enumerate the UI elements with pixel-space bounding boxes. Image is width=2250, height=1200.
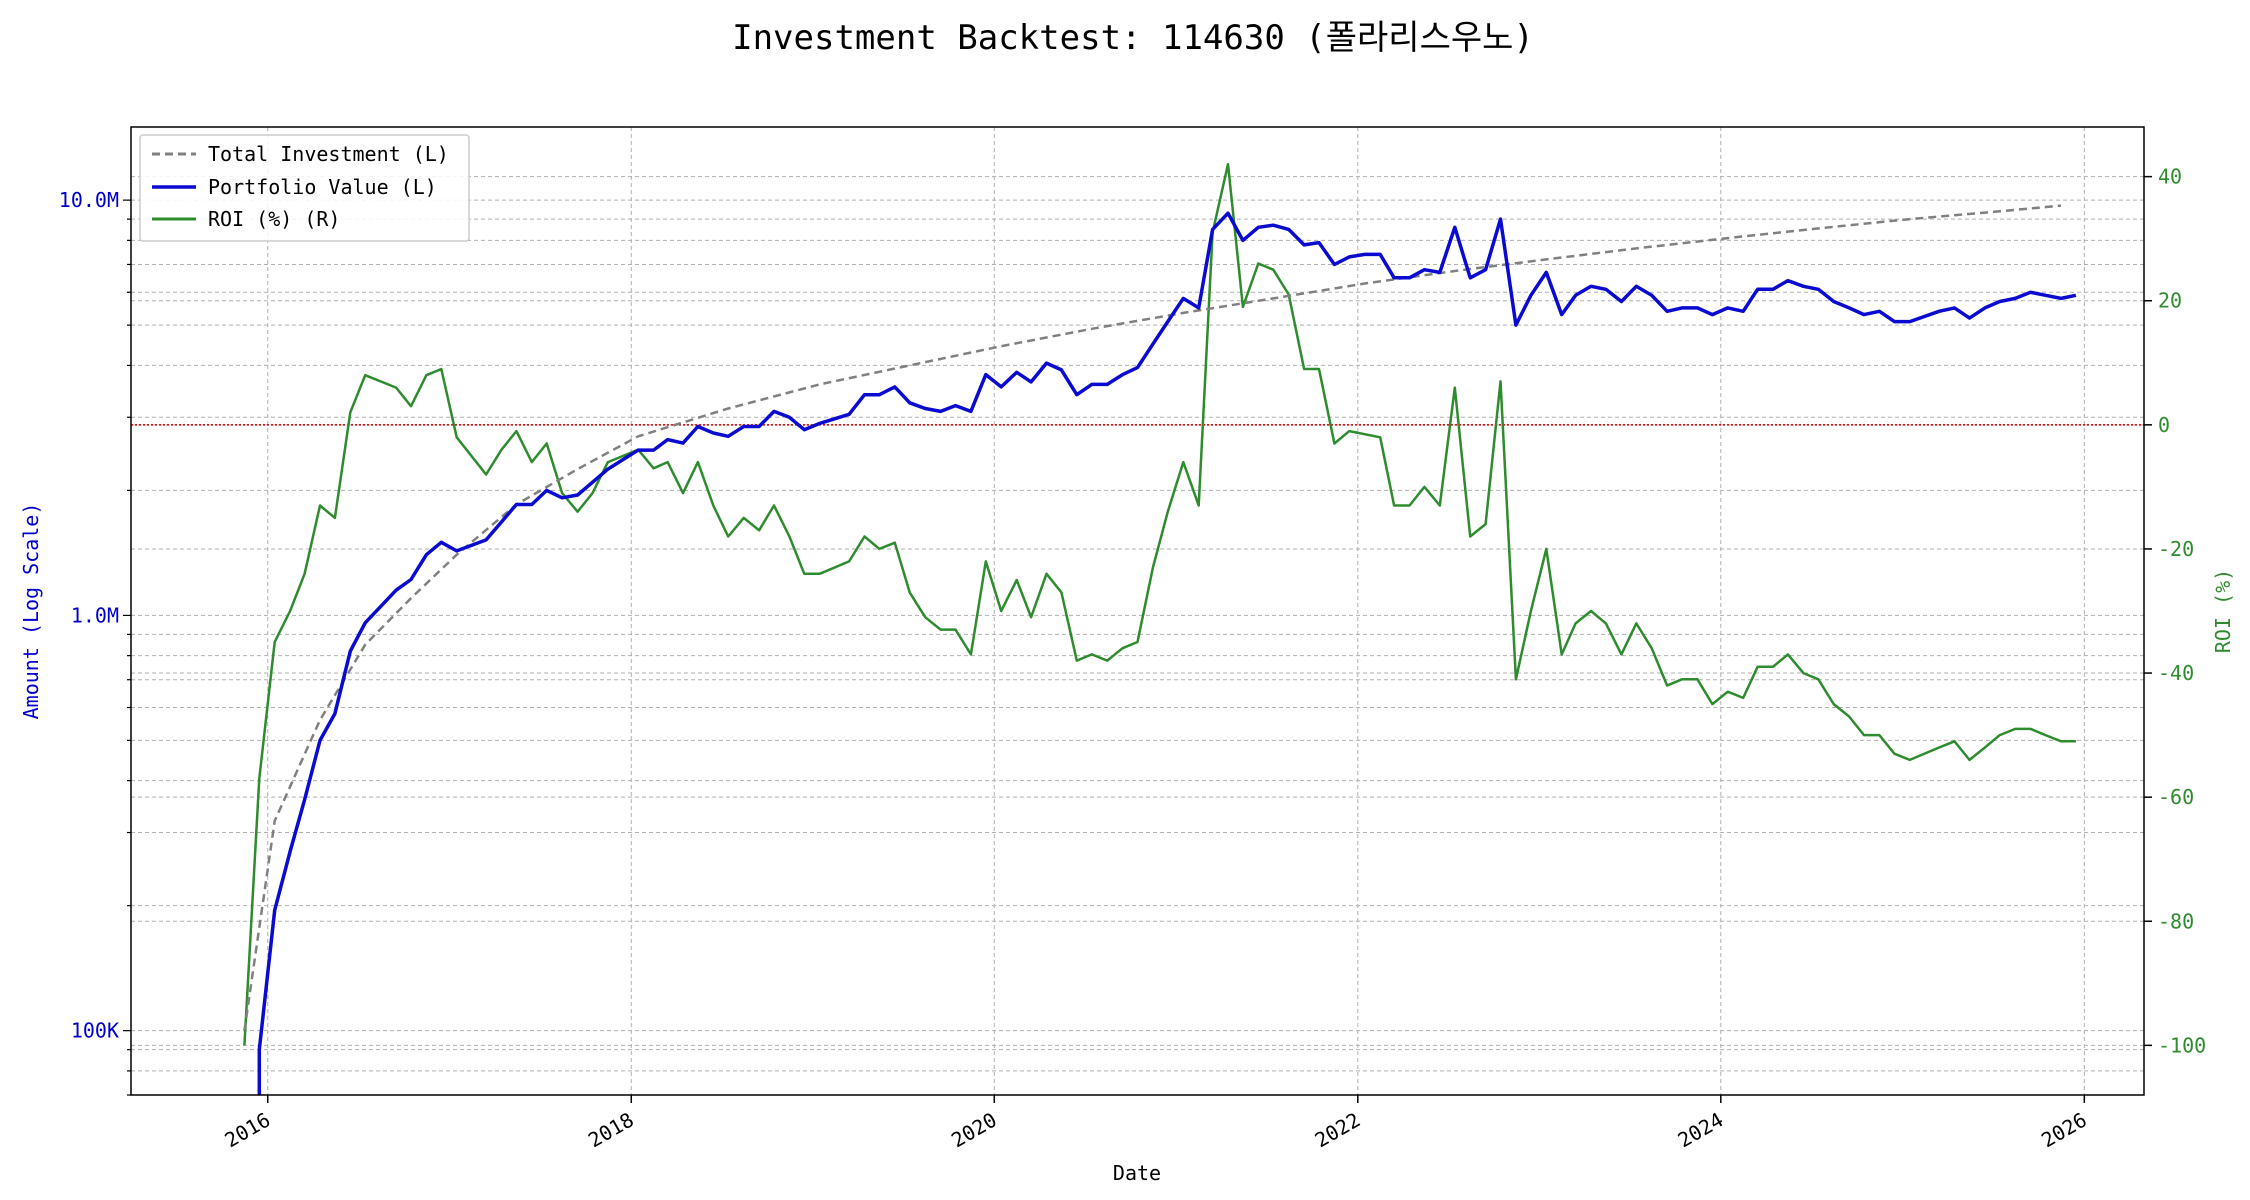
y-right-tick-label: -100	[2158, 1033, 2206, 1057]
plot-frame	[130, 126, 2145, 1096]
x-tick-label: 2026	[2037, 1107, 2091, 1152]
portfolio-value-line	[257, 211, 2077, 1095]
y-left-axis-label: Amount (Log Scale)	[19, 503, 43, 720]
x-tick-label: 2022	[1311, 1107, 1365, 1152]
y-right-tick-label: 0	[2158, 413, 2170, 437]
y-right-tick-label: -80	[2158, 909, 2194, 933]
axes-layer: 2016 2018 2020 2022 2024 2026 100K 1.0M 10.0M 40 2…	[59, 165, 2206, 1153]
y-right-tick-label: 40	[2158, 165, 2182, 189]
x-axis-label: Date	[1113, 1161, 1161, 1185]
legend-label-total-investment: Total Investment (L)	[208, 142, 449, 166]
y-right-tick-label: -60	[2158, 785, 2194, 809]
y-left-tick-label: 1.0M	[71, 603, 119, 627]
y-right-tick-label: -40	[2158, 661, 2194, 685]
x-tick-label: 2020	[947, 1107, 1001, 1152]
series-layer	[131, 162, 2144, 1095]
legend-label-portfolio-value: Portfolio Value (L)	[208, 175, 437, 199]
legend-label-roi: ROI (%) (R)	[208, 207, 340, 231]
grid-layer	[131, 127, 2144, 1096]
roi-line	[243, 162, 2076, 1046]
y-right-tick-label: -20	[2158, 537, 2194, 561]
x-tick-label: 2018	[584, 1107, 638, 1152]
y-right-tick-label: 20	[2158, 289, 2182, 313]
y-left-tick-label: 100K	[71, 1019, 119, 1043]
legend: Total Investment (L) Portfolio Value (L)…	[139, 134, 470, 242]
y-right-axis-label: ROI (%)	[2211, 569, 2235, 653]
legend-box	[139, 134, 470, 242]
y-left-tick-label: 10.0M	[59, 188, 119, 212]
x-tick-label: 2024	[1674, 1107, 1728, 1152]
x-tick-label: 2016	[221, 1107, 275, 1152]
chart-title: Investment Backtest: 114630 (폴라리스우노)	[732, 18, 1534, 58]
total-investment-line	[243, 204, 2062, 1031]
